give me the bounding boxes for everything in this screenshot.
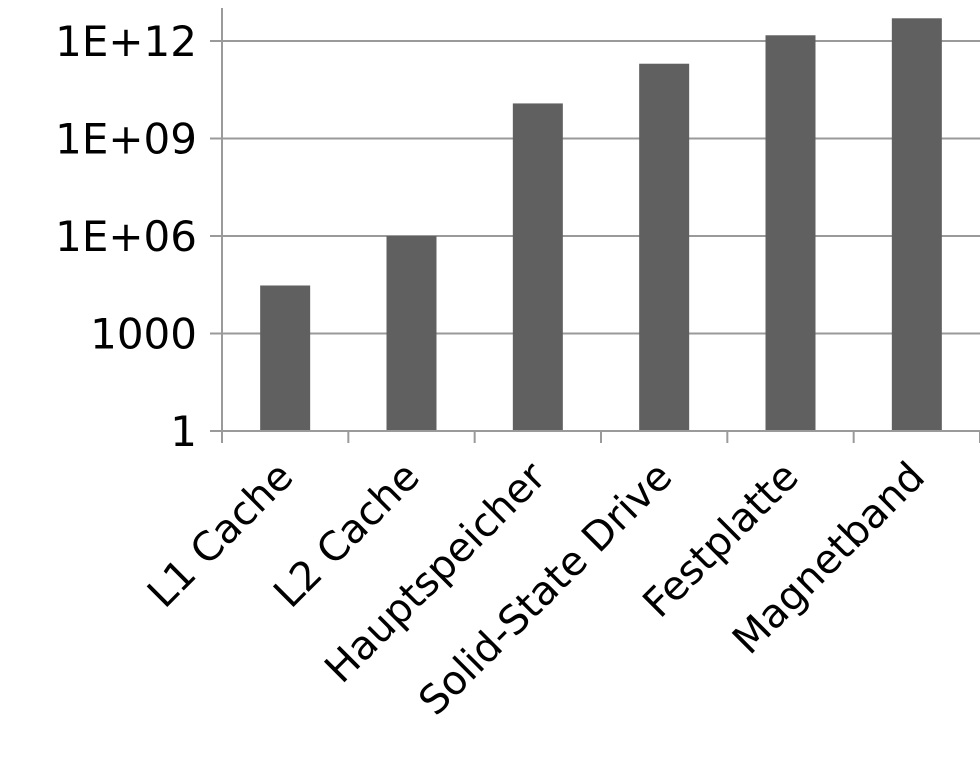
y-tick-label: 1E+09 xyxy=(55,115,197,164)
x-tick-label: Hauptspeicher xyxy=(316,453,555,692)
bar xyxy=(891,18,942,431)
bar xyxy=(386,236,437,431)
y-tick-label: 1E+06 xyxy=(55,212,197,261)
bar xyxy=(765,35,816,431)
bar xyxy=(260,285,311,431)
y-tick-label: 1000 xyxy=(90,310,197,359)
bars xyxy=(260,18,942,432)
y-axis-tick-labels: 1 1000 1E+06 1E+09 1E+12 xyxy=(55,17,197,456)
y-tick-label: 1 xyxy=(170,407,197,456)
bar xyxy=(512,103,563,432)
gridlines xyxy=(222,40,980,335)
y-tick-label: 1E+12 xyxy=(55,17,197,66)
bar xyxy=(639,63,690,432)
axes xyxy=(210,8,980,443)
